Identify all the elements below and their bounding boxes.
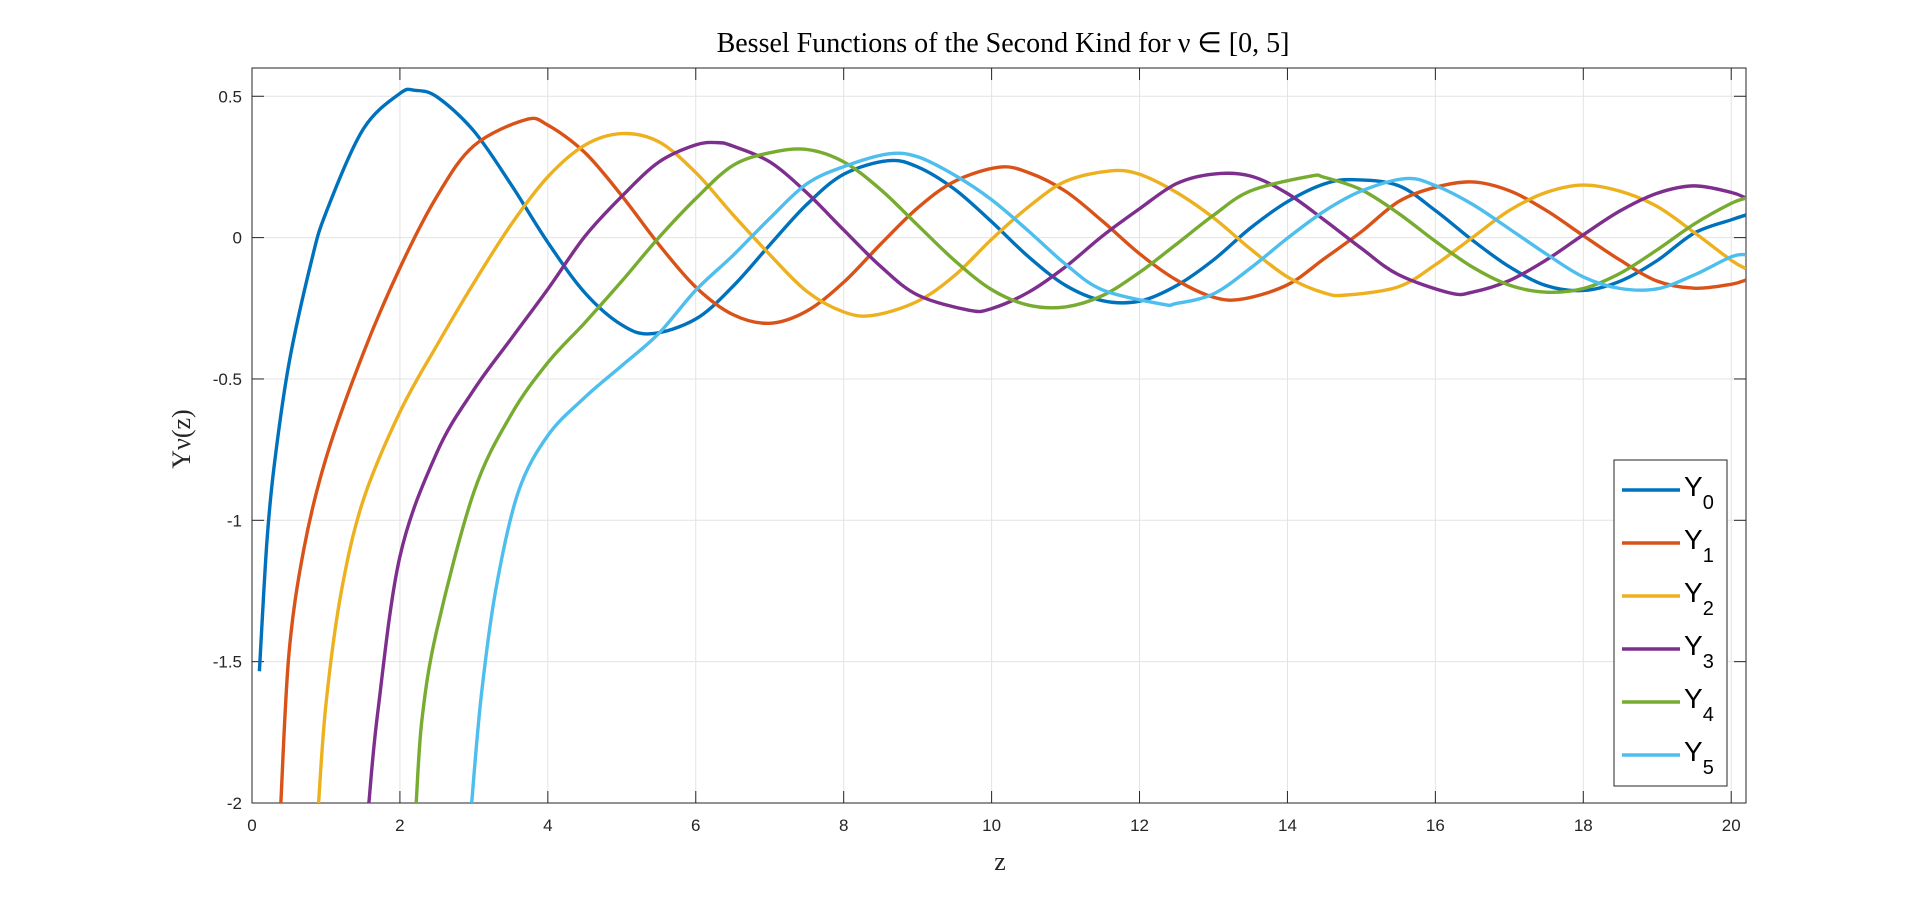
legend-label-main: Y xyxy=(1684,471,1703,502)
legend-label-main: Y xyxy=(1684,577,1703,608)
x-tick-label: 8 xyxy=(839,816,848,835)
x-tick-label: 0 xyxy=(247,816,256,835)
x-tick-label: 6 xyxy=(691,816,700,835)
x-tick-label: 2 xyxy=(395,816,404,835)
legend-label-main: Y xyxy=(1684,630,1703,661)
tick-labels: 0 2 4 6 8 10 12 14 16 18 200.50-0.5-1-1.5-2 xyxy=(213,87,1741,835)
legend-label-main: Y xyxy=(1684,524,1703,555)
series-line-y4 xyxy=(414,147,1746,803)
x-tick-label: 4 xyxy=(543,816,552,835)
y-tick-label: 0 xyxy=(233,229,242,248)
chart-title: Bessel Functions of the Second Kind for … xyxy=(717,28,1290,59)
grid-lines xyxy=(251,68,1746,804)
y-axis-label: Yν(z) xyxy=(167,409,196,468)
legend-label-y3: Y3 xyxy=(1684,630,1714,673)
plot-box xyxy=(251,67,1747,804)
axes xyxy=(251,67,1747,804)
legend-label-subscript: 4 xyxy=(1703,704,1714,726)
plot-series xyxy=(257,87,1746,803)
y-tick-label: -1.5 xyxy=(213,653,242,672)
x-tick-label: 20 xyxy=(1722,816,1741,835)
legend-label-subscript: 3 xyxy=(1703,651,1714,673)
series-line-y3 xyxy=(367,140,1746,803)
x-tick-label: 12 xyxy=(1130,816,1149,835)
y-tick-label: -0.5 xyxy=(213,370,242,389)
legend-box xyxy=(1613,459,1728,787)
legend-label-y2: Y2 xyxy=(1684,577,1714,620)
x-tick-label: 10 xyxy=(982,816,1001,835)
x-axis-label: z xyxy=(994,847,1006,876)
legend-label-y1: Y1 xyxy=(1684,524,1714,567)
legend-label-y4: Y4 xyxy=(1684,683,1714,726)
x-tick-label: 18 xyxy=(1574,816,1593,835)
y-tick-label: -2 xyxy=(227,794,242,813)
legend-label-subscript: 0 xyxy=(1703,492,1714,514)
legend-label-y0: Y0 xyxy=(1684,471,1714,514)
x-tick-label: 14 xyxy=(1278,816,1297,835)
legend-label-main: Y xyxy=(1684,736,1703,767)
legend-label-subscript: 1 xyxy=(1703,545,1714,567)
y-tick-label: 0.5 xyxy=(218,87,242,106)
x-tick-label: 16 xyxy=(1426,816,1445,835)
legend-label-y5: Y5 xyxy=(1684,736,1714,779)
legend-label-subscript: 2 xyxy=(1703,598,1714,620)
legend-label-main: Y xyxy=(1684,683,1703,714)
y-tick-label: -1 xyxy=(227,511,242,530)
legend-label-subscript: 5 xyxy=(1703,757,1714,779)
series-line-y2 xyxy=(316,131,1746,803)
series-line-y0 xyxy=(257,87,1746,672)
series-line-y5 xyxy=(469,151,1746,803)
